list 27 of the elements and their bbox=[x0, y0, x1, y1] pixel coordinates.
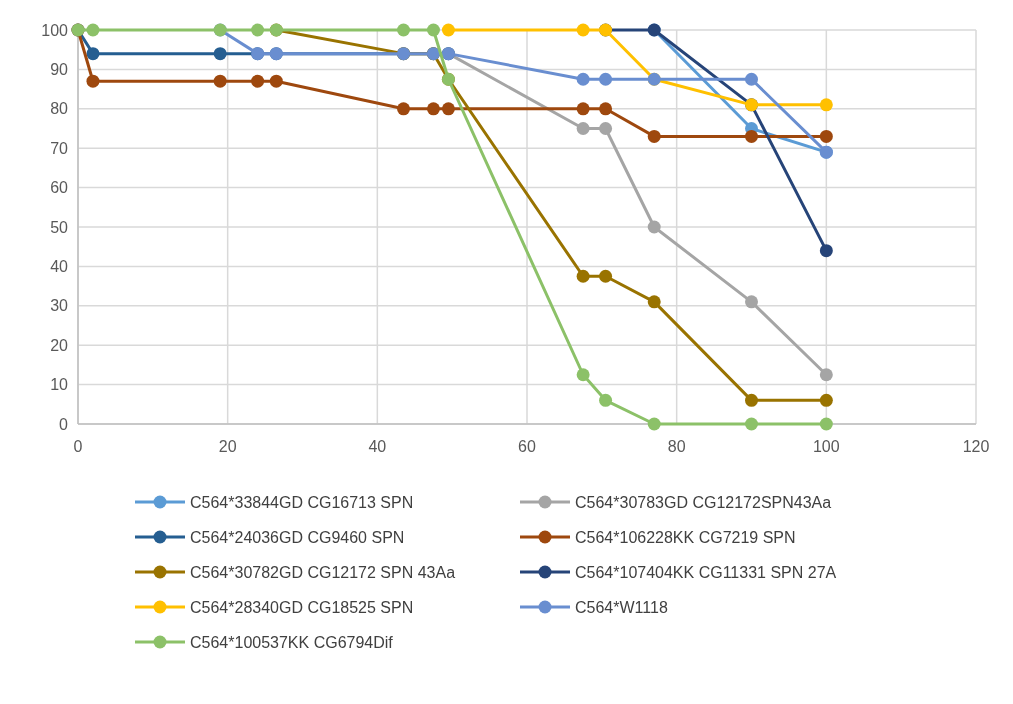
legend-label: C564*W1118 bbox=[575, 599, 668, 616]
legend-label: C564*30783GD CG12172SPN43Aa bbox=[575, 494, 832, 511]
x-tick-label: 80 bbox=[667, 438, 686, 455]
legend-label: C564*24036GD CG9460 SPN bbox=[190, 529, 405, 546]
y-tick-label: 100 bbox=[41, 21, 69, 39]
x-tick-label: 0 bbox=[73, 438, 83, 455]
y-tick-label: 70 bbox=[50, 139, 69, 157]
y-tick-label: 30 bbox=[50, 297, 69, 315]
y-tick-label: 80 bbox=[50, 100, 69, 118]
y-tick-label: 60 bbox=[50, 179, 69, 197]
y-tick-label: 10 bbox=[50, 376, 69, 394]
legend-label: C564*33844GD CG16713 SPN bbox=[190, 494, 414, 511]
x-tick-label: 120 bbox=[962, 438, 990, 455]
legend-label: C564*100537KK CG6794Dif bbox=[190, 634, 394, 651]
x-tick-label: 40 bbox=[368, 438, 387, 455]
y-tick-label: 0 bbox=[59, 415, 69, 433]
legend-label: C564*106228KK CG7219 SPN bbox=[575, 529, 796, 546]
x-tick-label: 60 bbox=[518, 438, 536, 455]
y-tick-label: 90 bbox=[50, 61, 69, 78]
y-tick-label: 40 bbox=[50, 258, 69, 275]
legend-label: C564*30782GD CG12172 SPN 43Aa bbox=[190, 564, 456, 581]
x-tick-label: 20 bbox=[218, 438, 237, 455]
legend-label: C564*28340GD CG18525 SPN bbox=[190, 599, 414, 616]
y-tick-label: 50 bbox=[50, 218, 69, 236]
y-tick-label: 20 bbox=[50, 336, 69, 354]
x-tick-label: 100 bbox=[812, 438, 840, 455]
legend-label: C564*107404KK CG11331 SPN 27A bbox=[575, 564, 837, 581]
